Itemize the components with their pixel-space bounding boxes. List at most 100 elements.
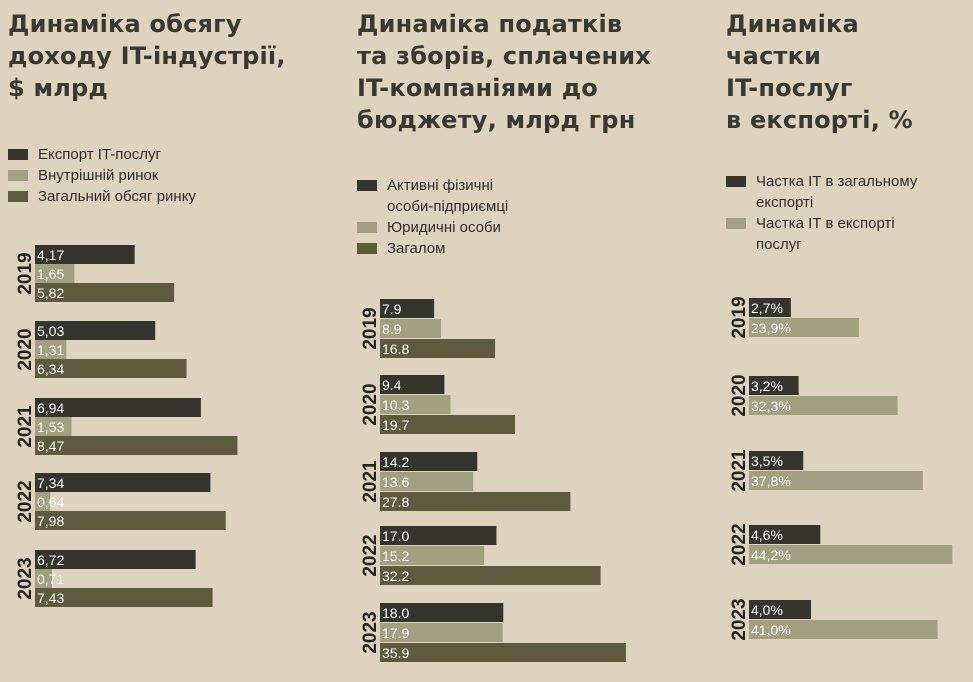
taxes-panel: Динаміка податків та зборів, сплачених I… bbox=[357, 0, 657, 682]
data-label: 7,34 bbox=[37, 475, 64, 491]
chart-title: Динаміка податків та зборів, сплачених I… bbox=[357, 10, 651, 134]
data-label: 5,03 bbox=[37, 323, 64, 339]
bar bbox=[380, 603, 504, 622]
bar bbox=[35, 511, 226, 530]
data-label: 3,2% bbox=[751, 378, 783, 394]
legend-swatch bbox=[8, 170, 28, 181]
bar bbox=[35, 550, 196, 569]
data-label: 5,82 bbox=[37, 285, 64, 301]
data-label: 1,65 bbox=[37, 266, 64, 282]
bar bbox=[380, 415, 515, 434]
bar bbox=[380, 452, 478, 471]
data-label: 32.2 bbox=[382, 568, 409, 584]
legend-item-total-export-share: Частка IT в загальному експорті bbox=[726, 171, 917, 213]
data-label: 23,9% bbox=[751, 320, 791, 336]
year-label: 2020 bbox=[729, 374, 750, 416]
legend-swatch bbox=[726, 218, 746, 229]
data-label: 7.9 bbox=[382, 301, 402, 317]
chart-title: Динаміка частки IT-послуг в експорті, % bbox=[726, 10, 913, 134]
data-label: 15.2 bbox=[382, 548, 409, 564]
bar bbox=[380, 546, 485, 565]
data-label: 2,7% bbox=[751, 300, 783, 316]
data-label: 27.8 bbox=[382, 494, 409, 510]
data-label: 6,72 bbox=[37, 552, 64, 568]
data-label: 4,17 bbox=[37, 247, 64, 263]
bar bbox=[35, 340, 67, 359]
year-label: 2022 bbox=[15, 480, 36, 522]
chart-title: Динаміка обсягу доходу IT-індустрії, $ м… bbox=[8, 10, 286, 102]
year-label: 2019 bbox=[15, 252, 36, 294]
year-label: 2021 bbox=[360, 460, 381, 503]
legend-label: Частка IT в експорті послуг bbox=[756, 215, 895, 253]
data-label: 4,0% bbox=[751, 602, 783, 618]
bar bbox=[749, 545, 953, 564]
export-share-panel: Динаміка частки IT-послуг в експорті, % … bbox=[726, 0, 973, 682]
data-label: 14.2 bbox=[382, 454, 409, 470]
bar bbox=[380, 623, 503, 642]
legend-swatch bbox=[8, 149, 28, 160]
bar bbox=[749, 471, 923, 490]
legend-item-domestic: Внутрішній ринок bbox=[8, 165, 196, 186]
bar bbox=[380, 492, 571, 511]
revenue-bar-chart: 2019 4,17 1,65 5,82 2020 5,03 1,31 6,34 2021 6,94… bbox=[15, 245, 238, 607]
bar bbox=[749, 318, 859, 337]
legend-swatch bbox=[357, 180, 377, 191]
legend-item-total: Загалом bbox=[357, 238, 508, 259]
bar bbox=[35, 264, 75, 283]
bar bbox=[380, 643, 626, 662]
data-label: 44,2% bbox=[751, 547, 791, 563]
data-label: 4,6% bbox=[751, 527, 783, 543]
revenue-panel: Динаміка обсягу доходу IT-індустрії, $ м… bbox=[8, 0, 338, 682]
taxes-bar-chart: 2019 7.9 8.9 16.8 2020 9.4 10.3 19.7 2021 14.2 13.… bbox=[360, 299, 626, 662]
bar bbox=[380, 566, 601, 585]
data-label: 9.4 bbox=[382, 377, 402, 393]
data-label: 41,0% bbox=[751, 622, 791, 638]
legend: Експорт IT-послуг Внутрішній ринок Загал… bbox=[8, 144, 196, 207]
legend-label: Юридичні особи bbox=[387, 219, 501, 236]
legend-label: Активні фізичні особи-підприємці bbox=[387, 177, 509, 215]
bar bbox=[749, 298, 791, 317]
bar bbox=[380, 299, 435, 318]
data-label: 3,5% bbox=[751, 453, 783, 469]
legend-item-export: Експорт IT-послуг bbox=[8, 144, 196, 165]
data-label: 19.7 bbox=[382, 417, 409, 433]
data-label: 7,98 bbox=[37, 513, 64, 529]
data-label: 0,64 bbox=[37, 494, 64, 510]
year-label: 2023 bbox=[15, 557, 36, 599]
bar bbox=[749, 396, 898, 415]
legend-label: Загальний обсяг ринку bbox=[38, 188, 196, 205]
data-label: 7,43 bbox=[37, 590, 64, 606]
bar bbox=[35, 398, 201, 417]
data-label: 6,34 bbox=[37, 361, 64, 377]
year-label: 2023 bbox=[360, 611, 381, 653]
year-label: 2020 bbox=[15, 328, 36, 370]
data-label: 8.9 bbox=[382, 321, 402, 337]
legend-item-legal-entities: Юридичні особи bbox=[357, 217, 508, 238]
legend-swatch bbox=[357, 243, 377, 254]
data-label: 37,8% bbox=[751, 473, 791, 489]
bar bbox=[380, 526, 497, 545]
legend-swatch bbox=[8, 191, 28, 202]
bar bbox=[35, 473, 211, 492]
year-label: 2022 bbox=[360, 534, 381, 576]
bar bbox=[35, 436, 238, 455]
bar bbox=[35, 359, 187, 378]
year-label: 2022 bbox=[729, 523, 750, 565]
data-label: 35.9 bbox=[382, 645, 409, 661]
bar bbox=[35, 321, 156, 340]
bar bbox=[35, 588, 213, 607]
legend-label: Експорт IT-послуг bbox=[38, 146, 161, 163]
legend-item-services-export-share: Частка IT в експорті послуг bbox=[726, 213, 917, 255]
data-label: 6,94 bbox=[37, 400, 64, 416]
bar bbox=[35, 245, 135, 264]
data-label: 13.6 bbox=[382, 474, 409, 490]
bar bbox=[749, 525, 821, 544]
data-label: 32,3% bbox=[751, 398, 791, 414]
data-label: 10.3 bbox=[382, 397, 409, 413]
year-label: 2019 bbox=[360, 307, 381, 349]
bar bbox=[380, 375, 445, 394]
data-label: 1,31 bbox=[37, 342, 64, 358]
year-label: 2020 bbox=[360, 383, 381, 425]
year-label: 2021 bbox=[729, 449, 750, 492]
legend: Частка IT в загальному експорті Частка I… bbox=[726, 171, 917, 255]
